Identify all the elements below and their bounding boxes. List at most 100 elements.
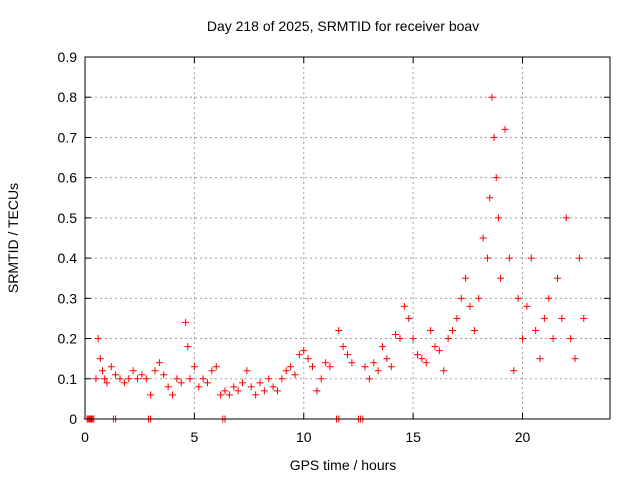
data-point: [335, 327, 343, 335]
data-point: [282, 367, 290, 375]
data-point: [370, 359, 378, 367]
data-point: [422, 359, 430, 367]
data-point: [549, 335, 557, 343]
data-point: [510, 367, 518, 375]
data-point: [256, 379, 264, 387]
data-point: [269, 383, 277, 391]
data-point: [523, 302, 531, 310]
x-tick-label: 0: [81, 429, 89, 445]
data-point: [431, 343, 439, 351]
data-point: [554, 274, 561, 282]
data-point: [339, 343, 347, 351]
y-tick-label: 0.9: [58, 49, 78, 65]
data-point: [453, 314, 461, 322]
data-point: [247, 383, 255, 391]
data-point: [265, 375, 273, 383]
data-point: [475, 294, 483, 302]
data-point: [208, 367, 216, 375]
data-point: [440, 367, 448, 375]
x-axis-title: GPS time / hours: [290, 457, 397, 473]
data-point: [374, 367, 382, 375]
data-point: [545, 294, 553, 302]
data-point: [134, 375, 141, 383]
y-tick-label: 0.6: [58, 170, 78, 186]
data-point: [494, 214, 502, 222]
data-point: [387, 363, 395, 371]
data-point: [575, 254, 583, 262]
data-point: [92, 375, 100, 383]
data-point: [99, 367, 106, 375]
data-point: [147, 391, 155, 399]
data-points-layer: [83, 93, 588, 423]
data-point: [101, 375, 109, 383]
data-point: [217, 391, 225, 399]
y-tick-label: 0.7: [58, 129, 78, 145]
data-point: [304, 355, 312, 363]
data-point: [186, 375, 194, 383]
data-point: [129, 367, 137, 375]
data-point: [173, 375, 181, 383]
data-point: [379, 343, 386, 351]
axes-layer: 0 0.1 0.2 0.3 0.4 0.5 0.6 0.7 0.8 0.9 0 5 10 15 20: [58, 49, 611, 445]
data-point: [562, 214, 570, 222]
data-point: [125, 375, 133, 383]
data-point: [326, 363, 334, 371]
data-point: [392, 331, 400, 339]
plot-frame: [84, 56, 611, 420]
y-tick-label: 0.2: [58, 331, 78, 347]
data-point: [435, 347, 443, 355]
data-point: [291, 371, 299, 379]
y-tick-label: 0.4: [58, 250, 78, 266]
data-point: [190, 363, 198, 371]
data-point: [427, 327, 435, 335]
data-point: [396, 335, 404, 343]
y-tick-label: 0: [69, 411, 77, 427]
data-point: [94, 335, 102, 343]
y-tick-label: 0.1: [58, 371, 78, 387]
chart-title: Day 218 of 2025, SRMTID for receiver boa…: [207, 18, 479, 34]
data-point: [204, 379, 211, 387]
data-point: [142, 375, 150, 383]
y-tick-label: 0.5: [58, 210, 78, 226]
data-point: [300, 347, 308, 355]
data-point: [96, 355, 104, 363]
y-tick-label: 0.3: [58, 290, 78, 306]
data-point: [361, 363, 369, 371]
data-point: [184, 343, 192, 351]
data-point: [169, 391, 176, 399]
y-axis-title: SRMTID / TECUs: [5, 183, 21, 293]
data-point: [567, 335, 575, 343]
data-point: [234, 387, 242, 395]
data-point: [260, 387, 268, 395]
data-point: [484, 254, 491, 262]
data-point: [514, 294, 522, 302]
data-point: [497, 274, 505, 282]
data-point: [221, 387, 229, 395]
data-point: [160, 371, 168, 379]
data-point: [313, 387, 321, 395]
data-point: [492, 174, 500, 182]
data-point: [295, 351, 303, 359]
data-point: [558, 314, 566, 322]
data-point: [479, 234, 487, 242]
y-tick-label: 0.8: [58, 89, 78, 105]
data-point: [409, 335, 417, 343]
data-point: [400, 302, 408, 310]
data-point: [486, 194, 494, 202]
data-point: [287, 363, 295, 371]
data-point: [466, 302, 474, 310]
data-point: [532, 327, 540, 335]
data-point: [348, 359, 356, 367]
x-tick-label: 20: [515, 429, 531, 445]
data-point: [322, 359, 330, 367]
data-point: [571, 355, 579, 363]
data-point: [230, 383, 238, 391]
x-tick-label: 10: [296, 429, 312, 445]
data-point: [107, 363, 115, 371]
data-point: [225, 391, 233, 399]
data-point: [317, 375, 325, 383]
data-point: [151, 367, 159, 375]
data-point: [490, 133, 498, 141]
data-point: [457, 294, 465, 302]
